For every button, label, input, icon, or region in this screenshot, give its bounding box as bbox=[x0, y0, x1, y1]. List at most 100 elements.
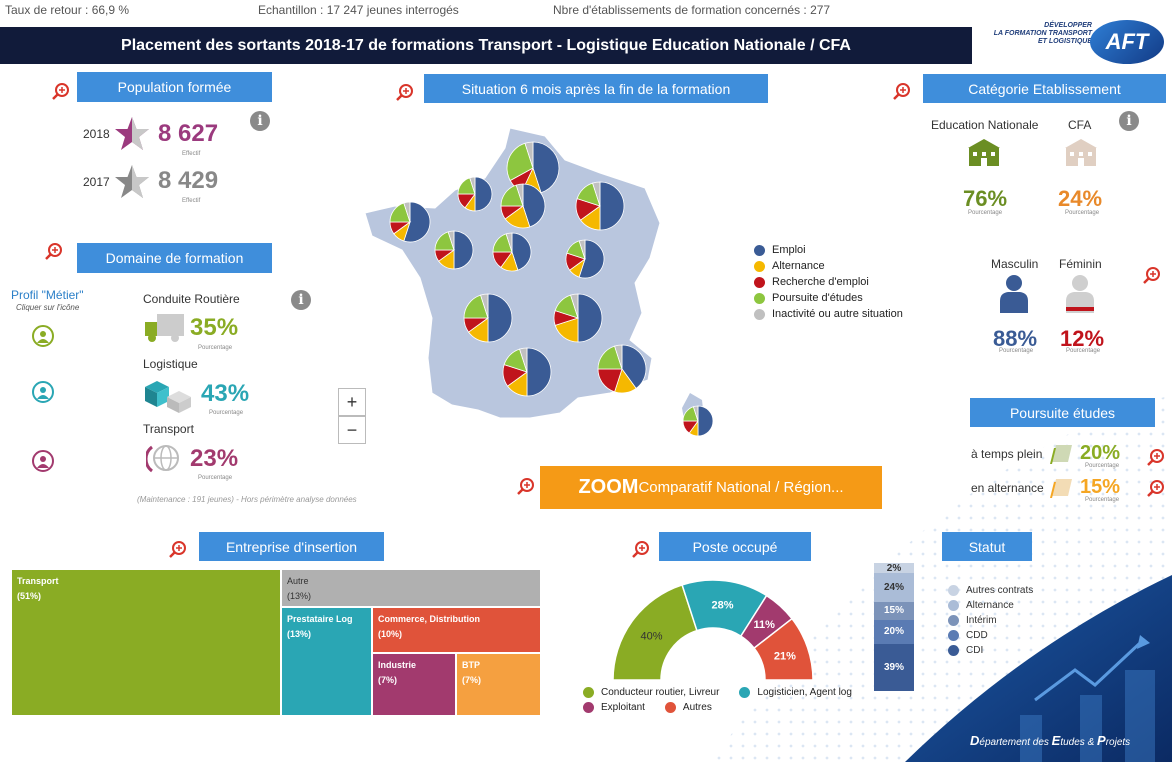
footer-departement: Département des Etudes & Projets bbox=[970, 733, 1131, 748]
gender-male-label: Masculin bbox=[991, 257, 1039, 271]
region-pie-3-slice-4[interactable] bbox=[592, 181, 601, 207]
region-pie-1-slice-0[interactable] bbox=[474, 176, 493, 212]
profil-conduite-icon[interactable] bbox=[32, 325, 54, 347]
cat-edu-sub: Pourcentage bbox=[968, 210, 1003, 216]
poste-slice-label-0: 40% bbox=[640, 630, 662, 642]
region-pie-0-slice-4[interactable] bbox=[524, 141, 534, 169]
statut-legend-interim: Intérim bbox=[948, 615, 1033, 626]
region-pie-10-slice-4[interactable] bbox=[519, 347, 528, 373]
population-zoom-icon[interactable] bbox=[52, 82, 70, 100]
poste-legend: Conducteur routier, Livreur Logisticien,… bbox=[583, 687, 873, 717]
book-alternance-icon bbox=[1050, 479, 1072, 498]
treemap-autre[interactable]: Autre (13%) bbox=[281, 569, 541, 607]
region-pie-8-slice-0[interactable] bbox=[487, 293, 513, 343]
zoom-comparatif-button[interactable]: ZOOM Comparatif National / Région... bbox=[540, 466, 882, 509]
statut-segment-3[interactable]: 20% bbox=[874, 619, 914, 644]
region-pie-5-slice-4[interactable] bbox=[447, 230, 455, 251]
region-pie-6-slice-4[interactable] bbox=[505, 232, 513, 253]
region-pie-3-slice-0[interactable] bbox=[599, 181, 625, 231]
school-cfa-icon bbox=[1065, 139, 1097, 166]
poursuite-alternance-sub: Pourcentage bbox=[1085, 497, 1120, 503]
gender-zoom-icon[interactable] bbox=[1143, 266, 1161, 284]
poursuite-plein-sub: Pourcentage bbox=[1085, 463, 1120, 469]
entreprise-treemap: Transport (51%) Autre (13%) Prestataire Lo… bbox=[11, 569, 541, 716]
map-zoom-in-button[interactable]: + bbox=[338, 388, 366, 416]
region-pie-9-slice-4[interactable] bbox=[570, 293, 579, 319]
poste-legend-logisticien: Logisticien, Agent log bbox=[739, 687, 852, 698]
male-icon bbox=[1000, 275, 1028, 313]
region-pie-4-slice-4[interactable] bbox=[403, 201, 411, 223]
region-pie-0-slice-3[interactable] bbox=[506, 142, 534, 182]
treemap-btp[interactable]: BTP (7%) bbox=[456, 653, 541, 716]
treemap-prestataire[interactable]: Prestataire Log (13%) bbox=[281, 607, 372, 716]
zoom-comparatif-icon[interactable] bbox=[517, 477, 535, 495]
nb-etablissements: Nbre d'établissements de formation conce… bbox=[553, 3, 831, 17]
female-icon bbox=[1066, 275, 1094, 313]
poursuite-alternance-label: en alternance bbox=[971, 481, 1044, 495]
treemap-transport[interactable]: Transport (51%) bbox=[11, 569, 281, 716]
region-pie-0-slice-0[interactable] bbox=[532, 141, 560, 194]
gender-female-sub: Pourcentage bbox=[1066, 348, 1101, 354]
region-pie-2-slice-4[interactable] bbox=[515, 183, 524, 207]
region-pie-8-slice-4[interactable] bbox=[480, 293, 489, 319]
domaine-zoom-icon[interactable] bbox=[45, 242, 63, 260]
profil-metier-sub: Cliquer sur l'icône bbox=[16, 303, 80, 312]
gender-female-label: Féminin bbox=[1059, 257, 1102, 271]
region-pies[interactable] bbox=[389, 141, 714, 437]
logo-line1: DÉVELOPPER bbox=[1044, 22, 1092, 29]
gender-male-sub: Pourcentage bbox=[999, 348, 1034, 354]
treemap-commerce[interactable]: Commerce, Distribution (10%) bbox=[372, 607, 541, 653]
categorie-info-icon[interactable]: i bbox=[1119, 111, 1139, 131]
region-pie-9-slice-0[interactable] bbox=[577, 293, 603, 343]
poursuite-plein-zoom-icon[interactable] bbox=[1147, 448, 1165, 466]
domaine-conduite-label: Conduite Routière bbox=[143, 292, 240, 306]
region-pie-11-slice-4[interactable] bbox=[614, 344, 623, 370]
situation-zoom-icon[interactable] bbox=[396, 83, 414, 101]
statut-segment-4[interactable]: 39% bbox=[874, 643, 914, 691]
region-pie-1-slice-4[interactable] bbox=[469, 176, 476, 195]
statut-legend-alternance: Alternance bbox=[948, 600, 1033, 611]
cat-cfa-sub: Pourcentage bbox=[1065, 210, 1100, 216]
statut-segment-1[interactable]: 24% bbox=[874, 573, 914, 602]
treemap-industrie[interactable]: Industrie (7%) bbox=[372, 653, 456, 716]
region-pie-12-slice-4[interactable] bbox=[692, 405, 699, 422]
domaine-logistique-pct: 43% bbox=[201, 380, 250, 407]
legend-poursuite: Poursuite d'études bbox=[754, 292, 903, 304]
star-2017-icon bbox=[115, 165, 149, 198]
region-pie-6-slice-0[interactable] bbox=[511, 232, 532, 271]
population-info-icon[interactable]: i bbox=[250, 111, 270, 131]
poste-zoom-icon[interactable] bbox=[632, 540, 650, 558]
entreprise-zoom-icon[interactable] bbox=[169, 540, 187, 558]
categorie-header: Catégorie Etablissement bbox=[923, 74, 1166, 103]
region-pie-11-slice-0[interactable] bbox=[621, 344, 647, 389]
region-pie-2-slice-0[interactable] bbox=[522, 183, 546, 228]
region-pie-5-slice-0[interactable] bbox=[453, 230, 474, 270]
zoom-rest-label: Comparatif National / Région... bbox=[638, 479, 844, 496]
categorie-zoom-icon[interactable] bbox=[893, 82, 911, 100]
domaine-info-icon[interactable]: i bbox=[291, 290, 311, 310]
poursuite-alternance-zoom-icon[interactable] bbox=[1147, 479, 1165, 497]
legend-alternance: Alternance bbox=[754, 260, 903, 272]
profil-transport-icon[interactable] bbox=[32, 450, 54, 472]
region-pie-7-slice-4[interactable] bbox=[578, 239, 586, 260]
legend-inactivite: Inactivité ou autre situation bbox=[754, 308, 903, 320]
map-zoom-out-button[interactable]: − bbox=[338, 416, 366, 444]
legend-emploi: Emploi bbox=[754, 244, 903, 256]
effectif-2018-label: Effectif bbox=[182, 151, 201, 157]
maintenance-note: (Maintenance : 191 jeunes) - Hors périmè… bbox=[137, 495, 357, 504]
poursuite-alternance-pct: 15% bbox=[1080, 476, 1121, 498]
situation-header: Situation 6 mois après la fin de la form… bbox=[424, 74, 768, 103]
domaine-transport-label: Transport bbox=[143, 422, 194, 436]
profil-logistique-icon[interactable] bbox=[32, 381, 54, 403]
cat-cfa-pct: 24% bbox=[1058, 186, 1103, 211]
region-pie-12-slice-0[interactable] bbox=[697, 405, 714, 437]
statut-segment-0[interactable]: 2% bbox=[874, 563, 914, 574]
poste-slice-3[interactable] bbox=[753, 617, 814, 681]
taux-retour: Taux de retour : 66,9 % bbox=[5, 3, 130, 17]
region-pie-10-slice-0[interactable] bbox=[526, 347, 552, 397]
poste-slice-0[interactable] bbox=[612, 583, 698, 681]
statut-segment-2[interactable]: 15% bbox=[874, 601, 914, 620]
poursuite-plein-label: à temps plein bbox=[971, 447, 1043, 461]
france-map[interactable] bbox=[360, 118, 740, 443]
gender-female-pct: 12% bbox=[1060, 326, 1105, 351]
